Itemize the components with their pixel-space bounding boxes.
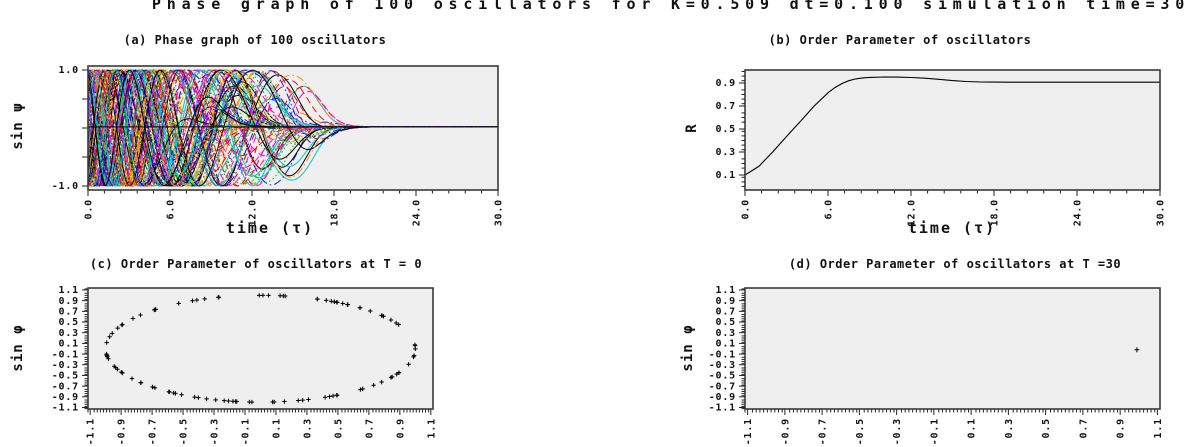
panel-b-axes: 0.0 6.0 12.0 18.0 24.0 30.0 0.9 0.7 0.5 0.3 0.1: [716, 70, 1167, 226]
panel-b-title: (b) Order Parameter of oscillators: [768, 33, 1032, 47]
svg-text:1.1: 1.1: [59, 285, 79, 296]
svg-text:0.7: 0.7: [716, 101, 736, 112]
svg-text:30.0: 30.0: [494, 199, 505, 226]
svg-text:0.0: 0.0: [84, 199, 95, 219]
panel-c-tick-labels: -1.1 -0.9 -0.7 -0.5 -0.3 -0.1 0.1 0.3 0.5 0.7 0.9 1…: [52, 285, 438, 445]
panel-c-title: (c) Order Parameter of oscillators at T …: [89, 257, 423, 271]
svg-text:0.1: 0.1: [271, 418, 282, 438]
svg-text:-0.5: -0.5: [52, 371, 79, 382]
panel-a-tick-labels: 0.0 6.0 12.0 18.0 24.0 30.0 1.0 -1.0: [52, 65, 505, 226]
svg-text:0.5: 0.5: [59, 317, 79, 328]
svg-text:-0.7: -0.7: [52, 381, 79, 392]
svg-text:-0.3: -0.3: [52, 360, 79, 371]
svg-text:1.1: 1.1: [426, 418, 437, 438]
panel-c-frame: [87, 287, 434, 410]
svg-text:0.5: 0.5: [333, 418, 344, 438]
svg-text:0.9: 0.9: [716, 296, 736, 307]
panel-b-R-curve: [744, 76, 1160, 176]
svg-text:0.3: 0.3: [716, 147, 736, 158]
svg-text:-0.9: -0.9: [709, 392, 736, 403]
svg-text:-0.5: -0.5: [179, 418, 190, 445]
svg-text:18.0: 18.0: [330, 199, 341, 226]
svg-text:0.7: 0.7: [59, 307, 79, 318]
panel-c-plot-area: [88, 288, 433, 409]
svg-text:-1.1: -1.1: [743, 418, 754, 445]
svg-text:0.3: 0.3: [302, 418, 313, 438]
figure-title: Phase graph of 100 oscillators for K=0.5…: [151, 0, 1191, 13]
svg-text:-0.1: -0.1: [709, 349, 736, 360]
panel-d-plot-area: [745, 288, 1160, 409]
svg-text:-0.3: -0.3: [892, 418, 903, 445]
svg-text:0.1: 0.1: [59, 339, 79, 350]
svg-text:-0.3: -0.3: [709, 360, 736, 371]
svg-text:-0.1: -0.1: [929, 418, 940, 445]
svg-text:-0.7: -0.7: [818, 418, 829, 445]
svg-text:0.9: 0.9: [716, 78, 736, 89]
svg-text:6.0: 6.0: [824, 199, 835, 219]
svg-text:-1.1: -1.1: [86, 418, 97, 445]
svg-text:24.0: 24.0: [1073, 199, 1084, 226]
svg-text:-0.1: -0.1: [241, 418, 252, 445]
panel-c-axes: -1.1 -0.9 -0.7 -0.5 -0.3 -0.1 0.1 0.3 0.5 0.7 0.9 1…: [52, 285, 438, 445]
svg-text:0.3: 0.3: [716, 328, 736, 339]
svg-text:0.5: 0.5: [1041, 418, 1052, 438]
panel-b-frame: [744, 69, 1161, 191]
svg-text:1.0: 1.0: [59, 65, 79, 76]
panel-a-title: (a) Phase graph of 100 oscillators: [123, 33, 387, 47]
svg-text:1.1: 1.1: [716, 285, 736, 296]
svg-text:6.0: 6.0: [166, 199, 177, 219]
svg-text:0.9: 0.9: [59, 296, 79, 307]
svg-text:0.9: 0.9: [1116, 418, 1127, 438]
svg-text:-0.9: -0.9: [117, 418, 128, 445]
panel-d-title: (d) Order Parameter of oscillators at T …: [788, 257, 1122, 271]
svg-text:-0.9: -0.9: [52, 392, 79, 403]
svg-text:12.0: 12.0: [907, 199, 918, 226]
svg-text:-0.3: -0.3: [210, 418, 221, 445]
svg-text:1.1: 1.1: [1153, 418, 1164, 438]
svg-text:-1.0: -1.0: [52, 181, 79, 192]
svg-text:0.9: 0.9: [395, 418, 406, 438]
svg-text:-1.1: -1.1: [52, 403, 79, 414]
svg-text:-1.1: -1.1: [709, 403, 736, 414]
panel-a-xaxis-label: time (τ): [225, 219, 315, 237]
svg-text:0.5: 0.5: [716, 317, 736, 328]
panel-d-point: [1134, 347, 1140, 353]
svg-text:-0.7: -0.7: [709, 381, 736, 392]
svg-text:24.0: 24.0: [412, 199, 423, 226]
panel-b-xaxis-label: time (τ): [907, 219, 997, 237]
svg-text:0.7: 0.7: [1078, 418, 1089, 438]
svg-text:-0.5: -0.5: [709, 371, 736, 382]
svg-text:0.1: 0.1: [716, 339, 736, 350]
panel-d-frame: [744, 287, 1161, 410]
svg-text:18.0: 18.0: [990, 199, 1001, 226]
svg-text:0.1: 0.1: [967, 418, 978, 438]
panel-d-tick-labels: -1.1 -0.9 -0.7 -0.5 -0.3 -0.1 0.1 0.3 0.5 0.7 0.9 1…: [709, 285, 1164, 445]
svg-text:0.5: 0.5: [716, 124, 736, 135]
panel-b-plot-area: [745, 70, 1160, 190]
svg-text:0.1: 0.1: [716, 170, 736, 181]
svg-text:-0.5: -0.5: [855, 418, 866, 445]
svg-text:30.0: 30.0: [1156, 199, 1167, 226]
panel-c-points: [104, 293, 418, 405]
svg-text:-0.9: -0.9: [780, 418, 791, 445]
svg-text:0.3: 0.3: [1004, 418, 1015, 438]
svg-text:0.7: 0.7: [364, 418, 375, 438]
svg-text:0.3: 0.3: [59, 328, 79, 339]
svg-text:-0.7: -0.7: [148, 418, 159, 445]
svg-text:0.0: 0.0: [741, 199, 752, 219]
panel-d-axes: -1.1 -0.9 -0.7 -0.5 -0.3 -0.1 0.1 0.3 0.5 0.7 0.9 1…: [709, 285, 1164, 445]
svg-text:0.7: 0.7: [716, 307, 736, 318]
svg-text:-0.1: -0.1: [52, 349, 79, 360]
panel-b-tick-labels: 0.0 6.0 12.0 18.0 24.0 30.0 0.9 0.7 0.5 0.3 0.1: [716, 78, 1167, 226]
panel-a-frame: [87, 65, 499, 191]
svg-text:12.0: 12.0: [248, 199, 259, 226]
